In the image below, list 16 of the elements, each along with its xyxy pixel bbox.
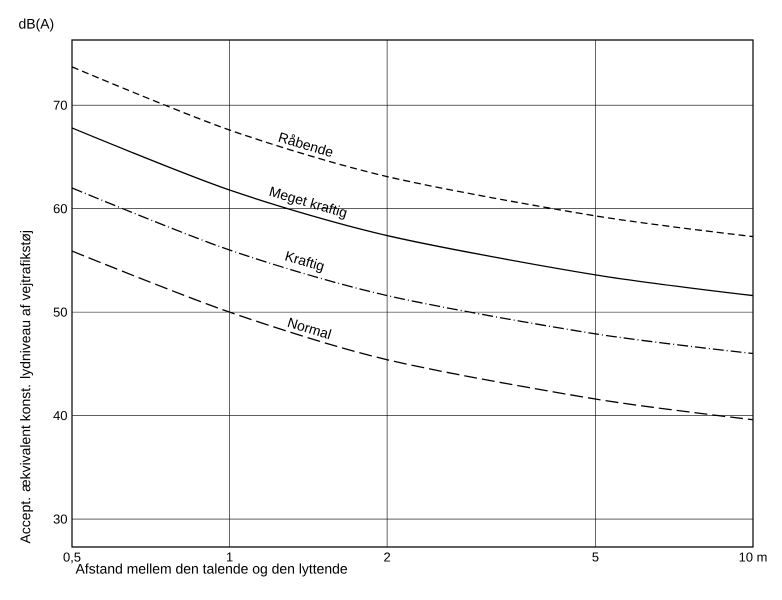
text: dB(A) [19,18,54,32]
y-axis-title: Accept. ækvivalent konst. lydniveau af vejtrafikstøj [20,231,34,544]
x-tick-label: 10 m [740,552,767,562]
x-tick-label: 5 [592,552,598,562]
y-tick-label: 40 [53,411,67,420]
y-tick-label: 30 [54,514,67,524]
y-tick-label: 70 [54,100,67,110]
text: Normal [288,318,332,340]
x-tick-label: 2 [384,552,390,562]
x-tick-label: 1 [226,552,233,562]
text: Kraftig [285,251,324,274]
y-tick-label: 50 [54,308,67,317]
y-tick-label: 60 [54,204,67,214]
x-axis-title: Afstand mellem den talende og den lyttende [76,563,348,576]
text: Meget kraftig [269,186,347,220]
x-tick-label: 0,5 [63,552,80,564]
